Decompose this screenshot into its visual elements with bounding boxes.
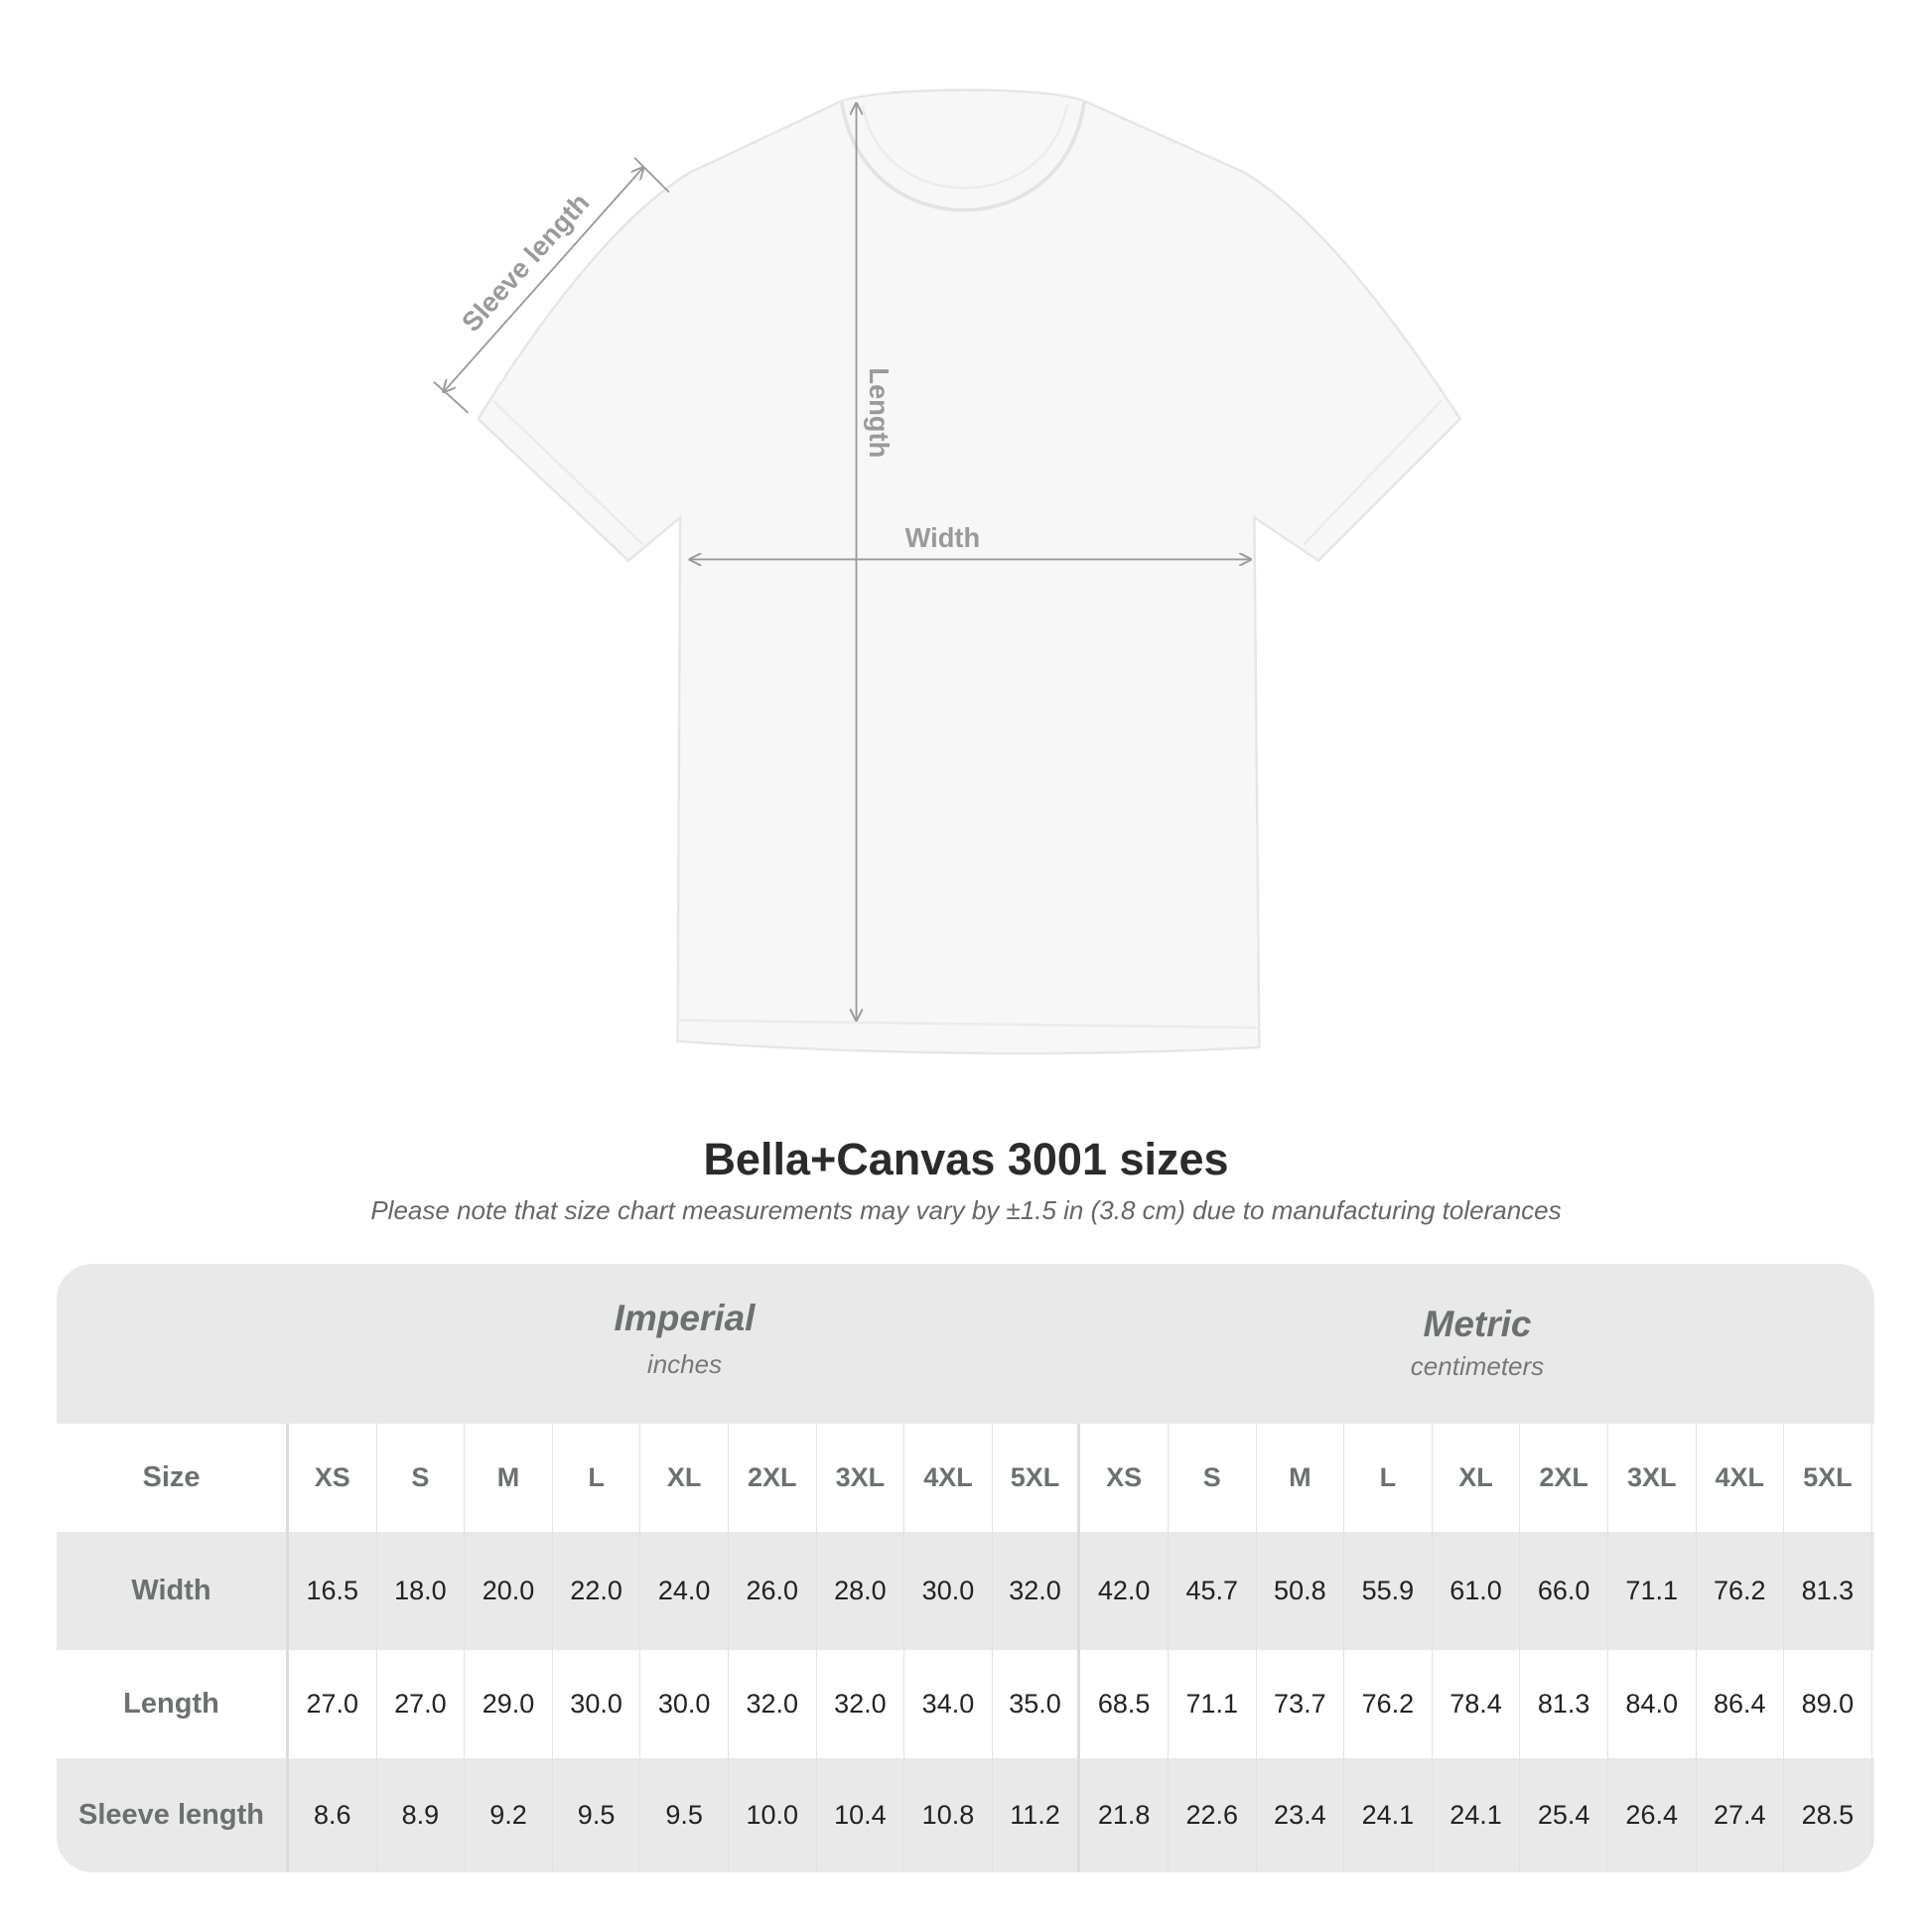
value-cell: 42.0 (1080, 1532, 1169, 1650)
size-table: Imperial inches Metric centimeters Size X… (57, 1264, 1874, 1872)
size-header-cell: XL (640, 1424, 729, 1532)
value-cell: 24.1 (1433, 1758, 1521, 1872)
value-cell: 10.8 (904, 1758, 993, 1872)
value-cell: 35.0 (993, 1650, 1081, 1758)
value-cell: 8.6 (289, 1758, 377, 1872)
value-cell: 16.5 (289, 1532, 377, 1650)
value-cell: 30.0 (640, 1650, 729, 1758)
size-header-cell: M (1257, 1424, 1345, 1532)
size-header-cell: L (553, 1424, 641, 1532)
row-label: Length (57, 1650, 289, 1758)
size-header-cell: 3XL (817, 1424, 905, 1532)
value-cell: 24.0 (640, 1532, 729, 1650)
size-header-cell: 5XL (1784, 1424, 1872, 1532)
value-cell: 32.0 (993, 1532, 1081, 1650)
row-label: Size (57, 1424, 289, 1532)
value-cell: 61.0 (1433, 1532, 1521, 1650)
value-cell: 71.1 (1169, 1650, 1257, 1758)
value-cell: 34.0 (904, 1650, 993, 1758)
size-header-cell: M (465, 1424, 553, 1532)
size-header-cell: XL (1433, 1424, 1521, 1532)
size-header-cell: 2XL (729, 1424, 817, 1532)
value-cell: 81.3 (1784, 1532, 1872, 1650)
value-cell: 50.8 (1257, 1532, 1345, 1650)
size-header-cell: S (1169, 1424, 1257, 1532)
row-label: Sleeve length (57, 1758, 289, 1872)
row-label: Width (57, 1532, 289, 1650)
width-measure: Width (690, 522, 1251, 559)
value-cell: 23.4 (1257, 1758, 1345, 1872)
value-cell: 26.4 (1608, 1758, 1697, 1872)
metric-group-header: Metric centimeters (1080, 1264, 1874, 1463)
value-cell: 20.0 (465, 1532, 553, 1650)
width-label: Width (905, 522, 981, 553)
value-cell: 29.0 (465, 1650, 553, 1758)
value-cell: 24.1 (1344, 1758, 1433, 1872)
value-cell: 21.8 (1080, 1758, 1169, 1872)
value-cell: 89.0 (1784, 1650, 1872, 1758)
value-cell: 71.1 (1608, 1532, 1697, 1650)
imperial-group-header: Imperial inches (289, 1264, 1080, 1457)
value-cell: 28.5 (1784, 1758, 1872, 1872)
value-cell: 22.6 (1169, 1758, 1257, 1872)
value-cell: 27.0 (289, 1650, 377, 1758)
value-cell: 8.9 (377, 1758, 466, 1872)
size-header-cell: L (1344, 1424, 1433, 1532)
value-cell: 11.2 (993, 1758, 1081, 1872)
value-cell: 22.0 (553, 1532, 641, 1650)
value-cell: 73.7 (1257, 1650, 1345, 1758)
value-cell: 66.0 (1520, 1532, 1608, 1650)
value-cell: 76.2 (1697, 1532, 1785, 1650)
size-header-cell: XS (1080, 1424, 1169, 1532)
table-row: Length 27.0 27.0 29.0 30.0 30.0 32.0 32.0 34.0 35… (57, 1650, 1874, 1758)
value-cell: 9.5 (640, 1758, 729, 1872)
value-cell: 25.4 (1520, 1758, 1608, 1872)
imperial-unit: inches (646, 1349, 723, 1379)
value-cell: 84.0 (1608, 1650, 1697, 1758)
value-cell: 32.0 (817, 1650, 905, 1758)
value-cell: 55.9 (1344, 1532, 1433, 1650)
tolerance-note: Please note that size chart measurements… (370, 1195, 1562, 1225)
size-header-cell: 5XL (993, 1424, 1081, 1532)
length-measure: Length (857, 103, 895, 1020)
value-cell: 76.2 (1344, 1650, 1433, 1758)
value-cell: 18.0 (377, 1532, 466, 1650)
size-header-cell: 4XL (1697, 1424, 1785, 1532)
size-header-cell: 4XL (904, 1424, 993, 1532)
size-header-row: Size XS S M L XL 2XL 3XL 4XL 5XL XS S M L XL 2XL 3XL 4XL 5… (57, 1424, 1874, 1532)
length-label: Length (864, 367, 895, 458)
chart-title: Bella+Canvas 3001 sizes (703, 1134, 1229, 1184)
table-header-band (57, 1264, 1874, 1424)
size-header-cell: 3XL (1608, 1424, 1697, 1532)
value-cell: 32.0 (729, 1650, 817, 1758)
value-cell: 86.4 (1697, 1650, 1785, 1758)
table-row: Width 16.5 18.0 20.0 22.0 24.0 26.0 28.0 30.0 32.… (57, 1532, 1874, 1650)
value-cell: 10.4 (817, 1758, 905, 1872)
imperial-heading: Imperial (614, 1298, 756, 1338)
value-cell: 45.7 (1169, 1532, 1257, 1650)
value-cell: 30.0 (904, 1532, 993, 1650)
tshirt-shape (476, 88, 1462, 1055)
size-header-cell: S (377, 1424, 466, 1532)
table-row: Sleeve length 8.6 8.9 9.2 9.5 9.5 10.0 10.4 10.8… (57, 1758, 1874, 1872)
value-cell: 81.3 (1520, 1650, 1608, 1758)
value-cell: 9.5 (553, 1758, 641, 1872)
metric-unit: centimeters (1410, 1351, 1545, 1381)
value-cell: 9.2 (465, 1758, 553, 1872)
value-cell: 78.4 (1433, 1650, 1521, 1758)
size-header-cell: 2XL (1520, 1424, 1608, 1532)
value-cell: 28.0 (817, 1532, 905, 1650)
size-header-cell: XS (289, 1424, 377, 1532)
value-cell: 27.0 (377, 1650, 466, 1758)
metric-heading: Metric (1423, 1304, 1532, 1344)
value-cell: 68.5 (1080, 1650, 1169, 1758)
value-cell: 30.0 (553, 1650, 641, 1758)
value-cell: 27.4 (1697, 1758, 1785, 1872)
value-cell: 10.0 (729, 1758, 817, 1872)
value-cell: 26.0 (729, 1532, 817, 1650)
